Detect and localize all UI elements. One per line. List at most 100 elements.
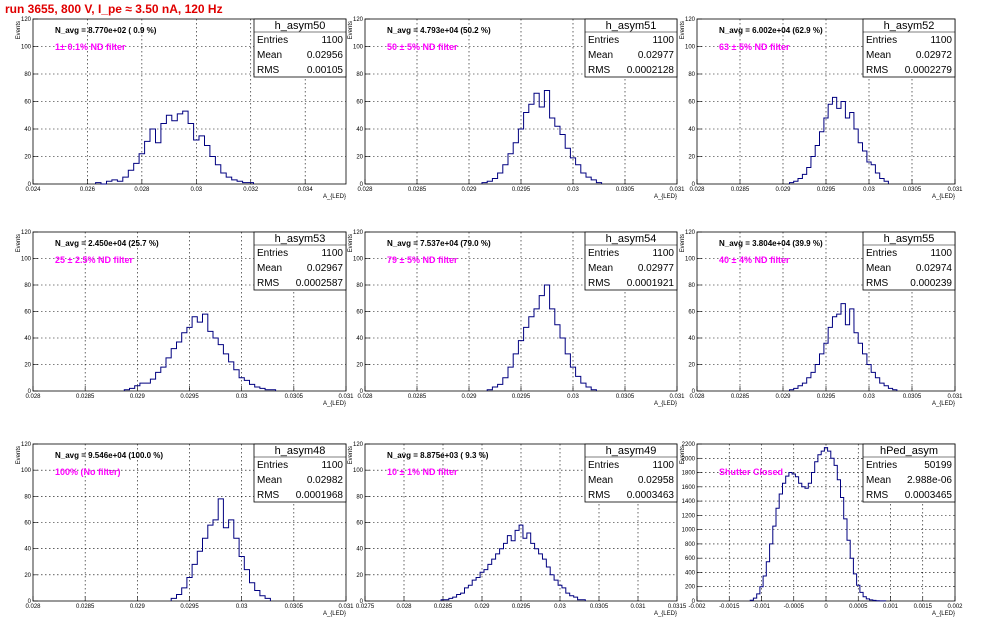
y-tick-label: 0 (360, 599, 364, 605)
navg-label: N_avg = 8.770e+02 ( 0.9 %) (55, 26, 157, 35)
filter-label: 10 ± 1% ND filter (387, 467, 458, 477)
stats-label-rms: RMS (257, 490, 280, 501)
x-tick-label: 0.0305 (285, 394, 304, 400)
histogram-panel: 0 20 40 60 80 100 120 0.028 0.0285 0.029 0.0295 0.0… (680, 230, 963, 407)
filter-label: 63 ± 5% ND filter (719, 42, 790, 52)
histogram-line (789, 96, 889, 184)
x-tick-label: 0.03 (190, 187, 202, 193)
filter-label: 50 ± 5% ND filter (387, 42, 458, 52)
histogram-line (486, 284, 597, 391)
x-tick-label: 0.0005 (849, 604, 868, 610)
x-tick-label: 0.0285 (434, 604, 453, 610)
stats-value-rms: 0.0001921 (627, 278, 675, 289)
x-tick-label: 0.0285 (408, 187, 427, 193)
x-tick-label: 0.031 (338, 604, 354, 610)
y-tick-label: 0 (692, 389, 696, 395)
histogram-name: h_asym55 (884, 233, 935, 245)
stats-label-rms: RMS (588, 65, 611, 76)
x-tick-label: 0.0015 (914, 604, 933, 610)
histogram-line (170, 498, 271, 601)
y-tick-label: 60 (24, 521, 31, 527)
y-tick-label: 80 (24, 283, 31, 289)
x-tick-label: 0.0285 (731, 394, 750, 400)
x-tick-label: 0.0305 (590, 604, 609, 610)
x-tick-label: 0.03 (567, 187, 579, 193)
y-tick-label: 20 (24, 573, 31, 579)
y-tick-label: 60 (356, 100, 363, 106)
stats-box (584, 18, 678, 78)
y-tick-label: 120 (685, 17, 696, 23)
x-tick-label: 0.0285 (76, 394, 95, 400)
x-tick-label: 0.029 (461, 394, 477, 400)
y-tick-label: 40 (688, 336, 695, 342)
y-tick-label: 0 (28, 182, 32, 188)
x-tick-label: 0.031 (947, 394, 963, 400)
stats-value-mean: 0.02974 (916, 263, 953, 274)
x-axis-label: A_{LED} (323, 194, 346, 200)
y-tick-label: 40 (24, 547, 31, 553)
y-axis-label: Events (348, 446, 354, 464)
x-tick-label: 0.0315 (668, 604, 687, 610)
histogram-name: h_asym49 (606, 445, 657, 457)
stats-label-rms: RMS (588, 278, 611, 289)
histogram-name: h_asym48 (275, 445, 326, 457)
stats-label-mean: Mean (257, 475, 282, 486)
stats-label-mean: Mean (866, 263, 891, 274)
y-tick-label: 40 (356, 547, 363, 553)
stats-label-mean: Mean (866, 50, 891, 61)
y-tick-label: 20 (24, 155, 31, 161)
x-tick-label: 0.028 (25, 604, 41, 610)
y-axis-label: Events (348, 234, 354, 252)
x-tick-label: 0.0305 (616, 187, 635, 193)
stats-label-rms: RMS (257, 65, 280, 76)
x-tick-label: 0.002 (947, 604, 963, 610)
stats-value-rms: 0.0002128 (627, 65, 675, 76)
y-tick-label: 120 (21, 17, 32, 23)
x-tick-label: 0.029 (461, 187, 477, 193)
y-axis-label: Events (680, 234, 686, 252)
x-tick-label: 0.0295 (512, 394, 531, 400)
histogram-panel: 0 20 40 60 80 100 120 0.028 0.0285 0.029 0.0295 0.0… (348, 17, 685, 200)
stats-value-entries: 1100 (652, 248, 674, 259)
y-tick-label: 200 (685, 585, 696, 591)
x-tick-label: -0.0005 (784, 604, 805, 610)
filter-label: 1± 0.1% ND filter (55, 42, 126, 52)
y-tick-label: 800 (685, 542, 696, 548)
stats-label-entries: Entries (866, 35, 897, 46)
x-tick-label: 0.0275 (356, 604, 375, 610)
navg-label: N_avg = 8.875e+03 ( 9.3 %) (387, 451, 489, 460)
y-tick-label: 80 (688, 283, 695, 289)
y-tick-label: 20 (356, 155, 363, 161)
x-tick-label: 0.0295 (180, 604, 199, 610)
y-tick-label: 100 (353, 468, 364, 474)
y-tick-label: 0 (360, 389, 364, 395)
x-tick-label: 0.028 (689, 394, 705, 400)
x-tick-label: -0.0015 (719, 604, 740, 610)
stats-value-rms: 0.0003463 (627, 490, 675, 501)
x-axis-label: A_{LED} (654, 401, 677, 407)
stats-value-mean: 0.02982 (307, 475, 344, 486)
x-tick-label: 0.029 (474, 604, 490, 610)
y-tick-label: 120 (353, 230, 364, 236)
histogram-panel: 0 20 40 60 80 100 120 0.028 0.0285 0.029 0.0295 0.0… (348, 230, 685, 407)
y-tick-label: 40 (688, 127, 695, 133)
stats-box (253, 443, 347, 503)
y-tick-label: 100 (353, 257, 364, 263)
stats-label-rms: RMS (866, 490, 889, 501)
x-tick-label: 0.028 (396, 604, 412, 610)
stats-label-entries: Entries (257, 460, 288, 471)
stats-value-entries: 1100 (930, 248, 952, 259)
histogram-panel: 0 20 40 60 80 100 120 0.028 0.0285 0.029 0.0295 0.0… (16, 442, 354, 617)
histogram-name: h_asym52 (884, 20, 935, 32)
y-tick-label: 100 (21, 257, 32, 263)
x-tick-label: 0.031 (669, 187, 685, 193)
y-tick-label: 1600 (682, 485, 696, 491)
x-axis-label: A_{LED} (932, 194, 955, 200)
x-tick-label: 0.0295 (180, 394, 199, 400)
stats-label-entries: Entries (588, 460, 619, 471)
x-tick-label: 0.031 (669, 394, 685, 400)
x-tick-label: 0.029 (130, 394, 146, 400)
x-tick-label: 0.0285 (408, 394, 427, 400)
y-tick-label: 1400 (682, 499, 696, 505)
